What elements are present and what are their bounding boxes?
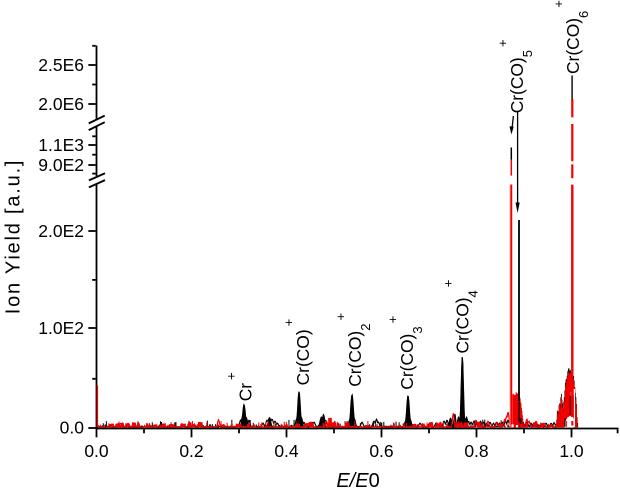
svg-text:0.0: 0.0 (84, 441, 109, 461)
svg-text:0.8: 0.8 (464, 441, 488, 461)
svg-text:0.4: 0.4 (274, 441, 299, 461)
svg-text:1.1E3: 1.1E3 (38, 135, 84, 155)
svg-text:E/E0: E/E0 (336, 470, 379, 488)
svg-text:0.2: 0.2 (179, 441, 203, 461)
svg-text:2.5E6: 2.5E6 (38, 55, 84, 75)
svg-text:2.0E6: 2.0E6 (38, 94, 84, 114)
svg-text:0.0: 0.0 (60, 418, 85, 438)
svg-text:2.0E2: 2.0E2 (38, 221, 84, 241)
svg-text:0.6: 0.6 (369, 441, 393, 461)
svg-text:1.0: 1.0 (559, 441, 584, 461)
svg-text:9.0E2: 9.0E2 (38, 155, 84, 175)
svg-text:1.0E2: 1.0E2 (38, 318, 84, 338)
svg-text:Ion Yield [a.u.]: Ion Yield [a.u.] (2, 159, 24, 315)
